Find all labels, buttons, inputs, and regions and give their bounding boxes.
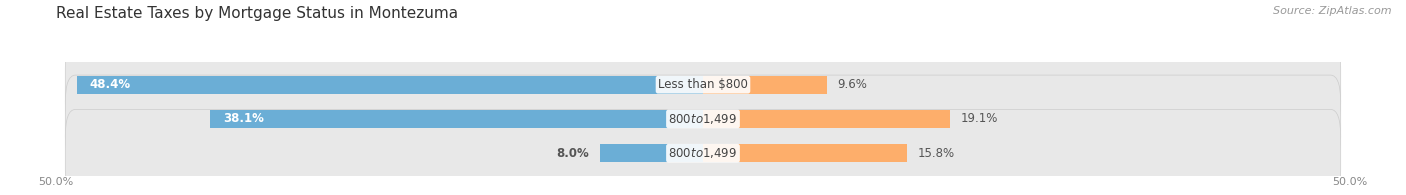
FancyBboxPatch shape xyxy=(65,109,1341,195)
FancyBboxPatch shape xyxy=(65,41,1341,129)
Text: 9.6%: 9.6% xyxy=(838,78,868,91)
Text: $800 to $1,499: $800 to $1,499 xyxy=(668,146,738,160)
Text: $800 to $1,499: $800 to $1,499 xyxy=(668,112,738,126)
Text: Less than $800: Less than $800 xyxy=(658,78,748,91)
Bar xyxy=(703,76,827,94)
Text: 48.4%: 48.4% xyxy=(90,78,131,91)
Text: 19.1%: 19.1% xyxy=(960,113,998,125)
FancyBboxPatch shape xyxy=(65,75,1341,163)
Text: 15.8%: 15.8% xyxy=(918,147,955,160)
Bar xyxy=(77,76,703,94)
Bar xyxy=(209,110,703,128)
Bar xyxy=(599,144,703,162)
Text: Real Estate Taxes by Mortgage Status in Montezuma: Real Estate Taxes by Mortgage Status in … xyxy=(56,6,458,21)
Text: 38.1%: 38.1% xyxy=(224,113,264,125)
Text: 8.0%: 8.0% xyxy=(557,147,589,160)
Bar xyxy=(703,144,907,162)
Text: Source: ZipAtlas.com: Source: ZipAtlas.com xyxy=(1274,6,1392,16)
Bar xyxy=(703,110,950,128)
